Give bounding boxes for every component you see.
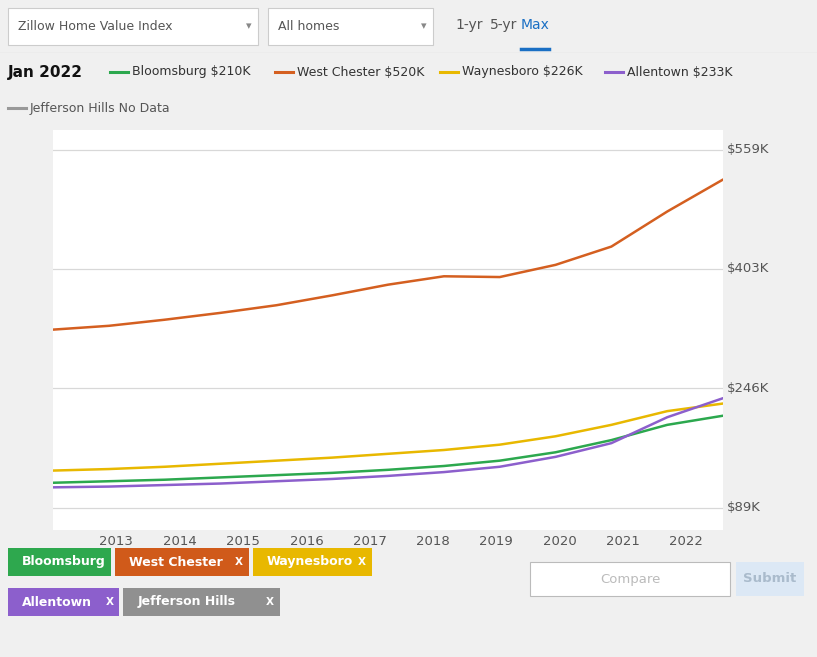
Text: ▾: ▾: [422, 22, 427, 32]
Text: Jan 2022: Jan 2022: [8, 64, 83, 79]
Text: Submit: Submit: [743, 572, 797, 585]
Bar: [8, 588, 119, 616]
Text: Waynesboro $226K: Waynesboro $226K: [462, 66, 583, 78]
Text: X: X: [358, 557, 366, 567]
Text: 5-yr: 5-yr: [490, 18, 517, 32]
Text: X: X: [105, 597, 114, 607]
Text: Jefferson Hills: Jefferson Hills: [137, 595, 235, 608]
Text: Allentown: Allentown: [22, 595, 92, 608]
Text: Jefferson Hills No Data: Jefferson Hills No Data: [30, 101, 171, 114]
Text: Compare: Compare: [600, 572, 660, 585]
Text: Bloomsburg: Bloomsburg: [22, 556, 105, 568]
Text: $403K: $403K: [727, 262, 770, 275]
Bar: [8, 8, 258, 45]
Text: Waynesboro: Waynesboro: [267, 556, 353, 568]
Text: Zillow Home Value Index: Zillow Home Value Index: [18, 20, 172, 33]
Text: $246K: $246K: [727, 382, 770, 395]
Bar: [268, 8, 433, 45]
Text: ▾: ▾: [247, 22, 252, 32]
Bar: [123, 588, 280, 616]
Text: X: X: [266, 597, 274, 607]
Bar: [8, 548, 111, 576]
Bar: [530, 562, 730, 596]
Bar: [253, 548, 372, 576]
Text: $559K: $559K: [727, 143, 770, 156]
Text: All homes: All homes: [278, 20, 339, 33]
Text: $89K: $89K: [727, 501, 761, 514]
Text: Max: Max: [521, 18, 550, 32]
Text: 1-yr: 1-yr: [455, 18, 483, 32]
Text: Allentown $233K: Allentown $233K: [627, 66, 733, 78]
Text: West Chester $520K: West Chester $520K: [297, 66, 424, 78]
Text: West Chester: West Chester: [129, 556, 223, 568]
Bar: [736, 562, 804, 596]
Text: Bloomsburg $210K: Bloomsburg $210K: [132, 66, 251, 78]
Bar: [115, 548, 249, 576]
Text: X: X: [235, 557, 243, 567]
